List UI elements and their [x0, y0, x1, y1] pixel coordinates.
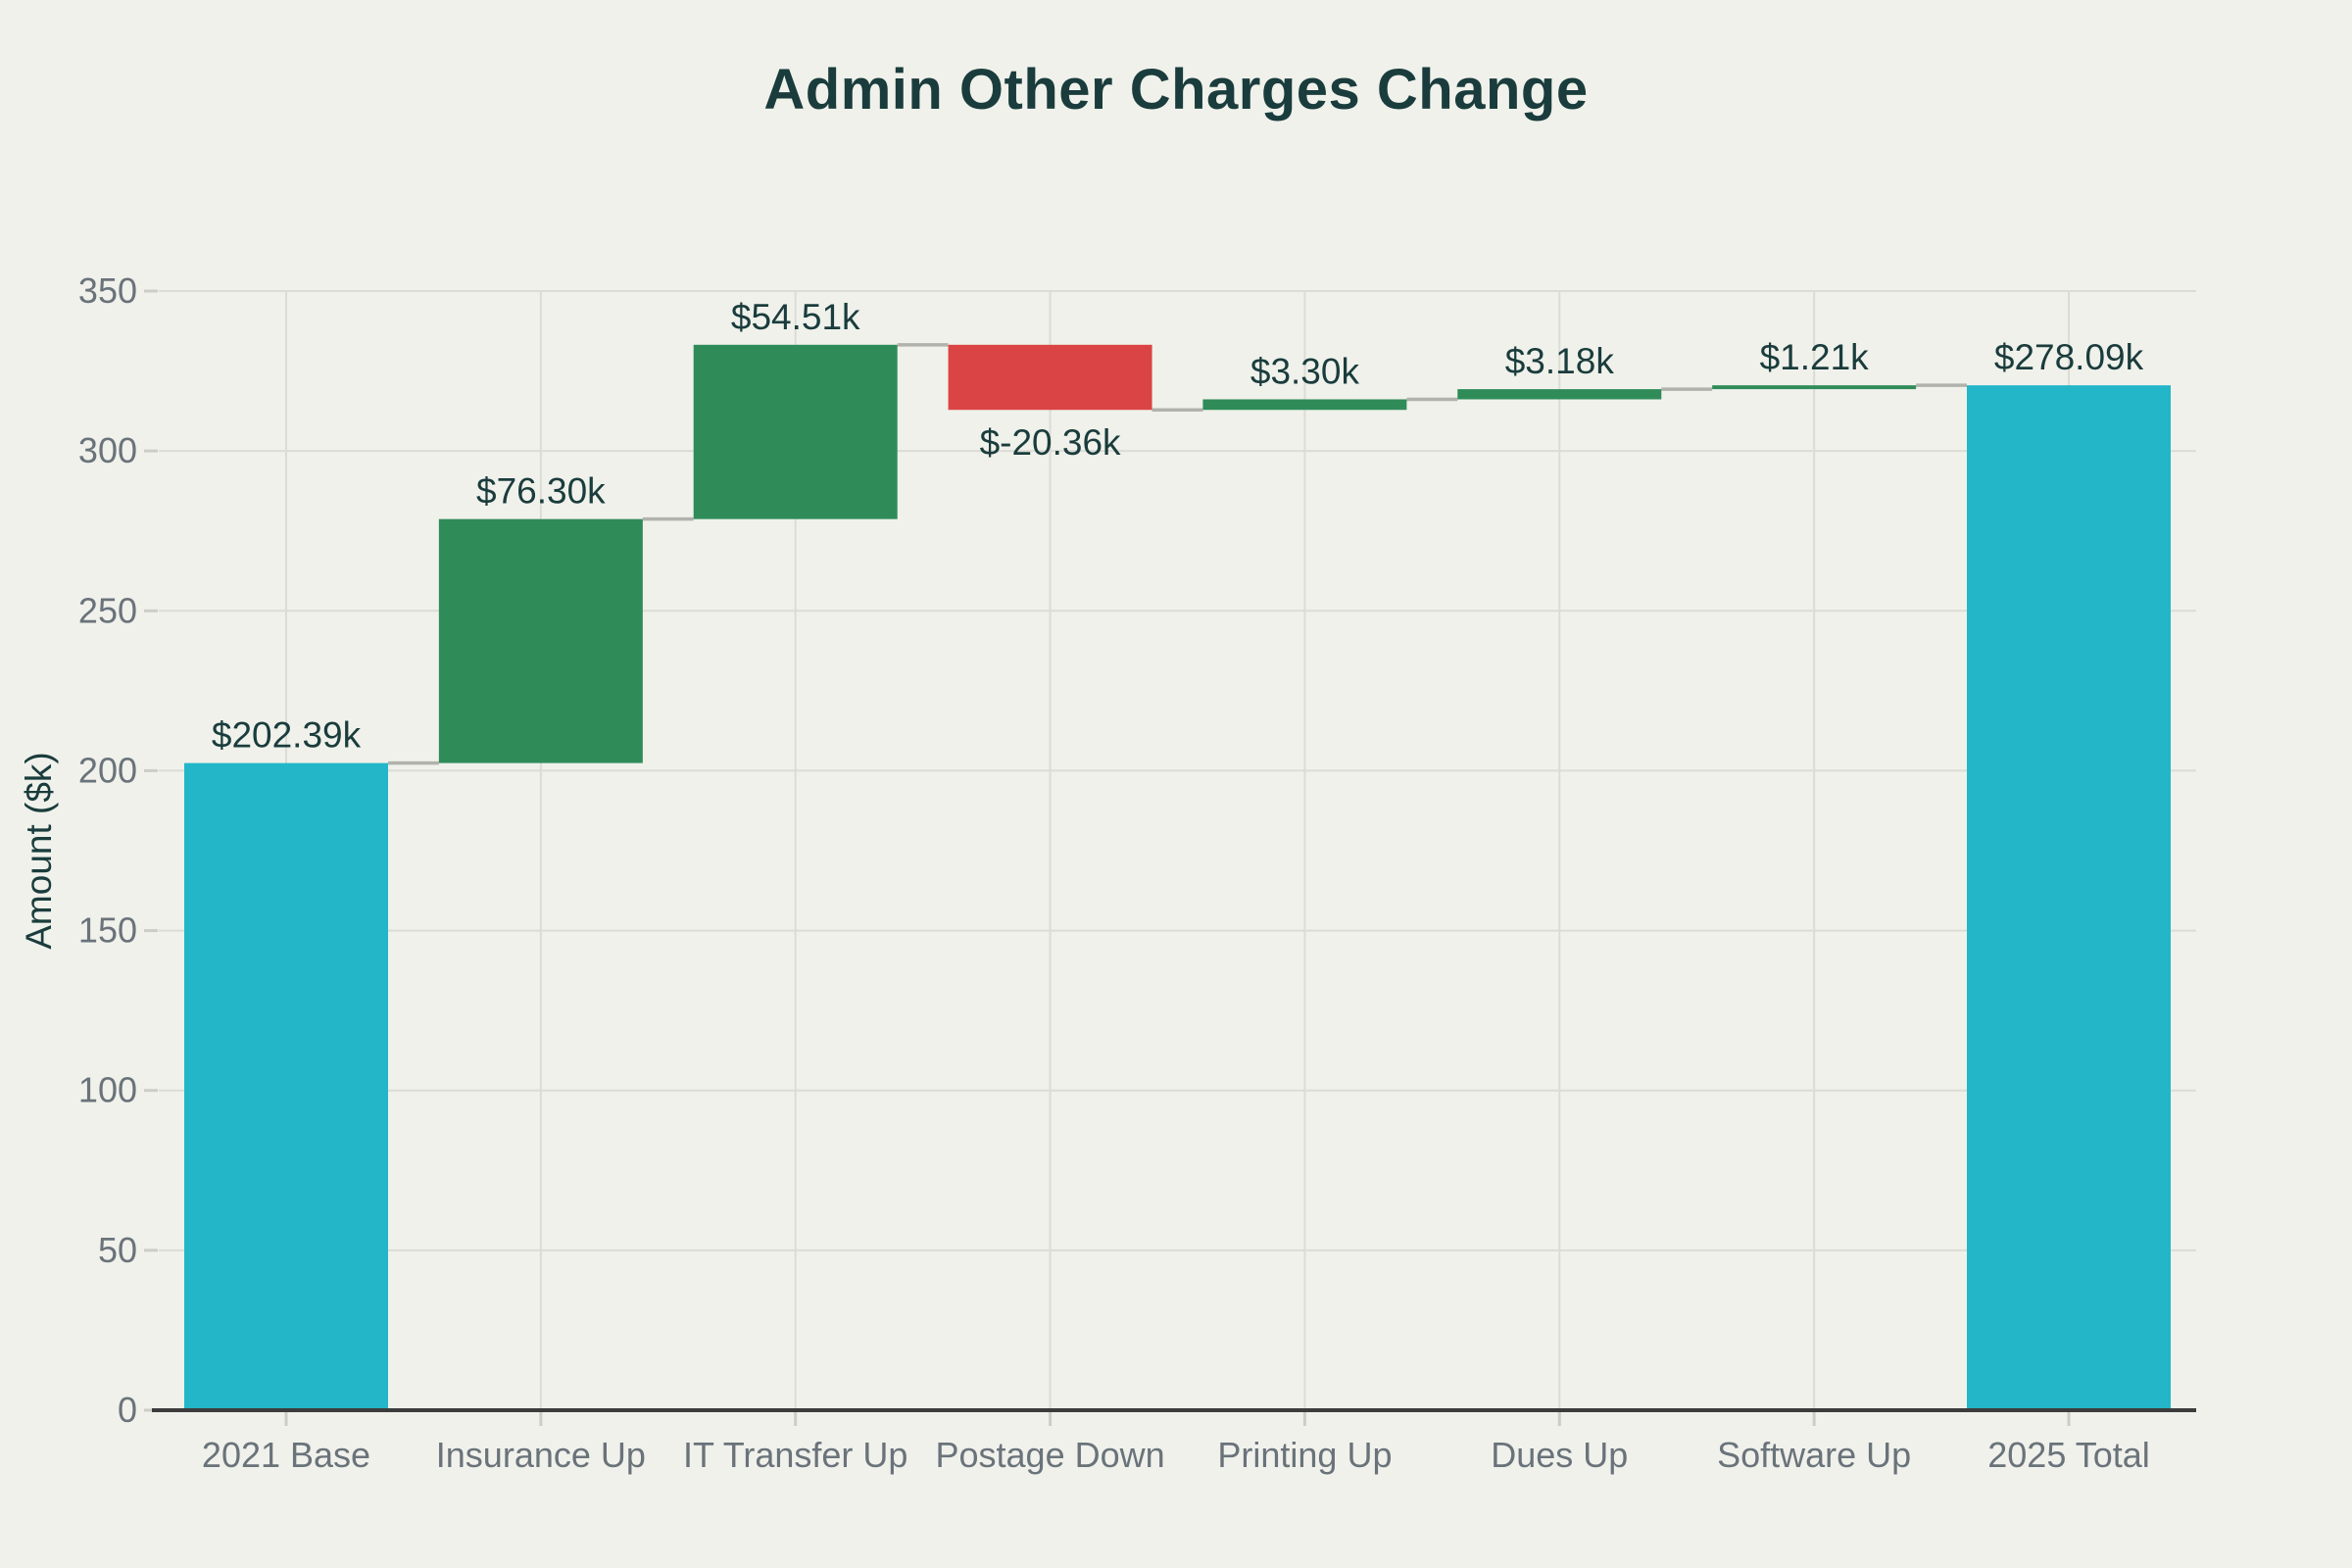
x-category-label: Postage Down [936, 1435, 1165, 1475]
value-label: $76.30k [476, 471, 606, 512]
y-tick-label: 150 [78, 910, 137, 951]
value-label: $3.30k [1250, 351, 1360, 391]
y-tick-label: 350 [78, 270, 137, 311]
y-tick-label: 300 [78, 430, 137, 470]
chart-title: Admin Other Charges Change [763, 58, 1589, 122]
x-category-label: 2021 Base [202, 1435, 370, 1475]
x-category-label: Printing Up [1217, 1435, 1392, 1475]
value-label: $54.51k [731, 297, 860, 337]
waterfall-bar-it-transfer-up [693, 344, 898, 519]
x-category-label: 2025 Total [1987, 1435, 2149, 1475]
y-tick-label: 0 [118, 1390, 137, 1430]
waterfall-bar-postage-down [948, 344, 1152, 411]
value-label: $-20.36k [980, 422, 1121, 463]
y-tick-label: 100 [78, 1070, 137, 1110]
x-category-label: IT Transfer Up [683, 1435, 907, 1475]
y-tick-label: 250 [78, 590, 137, 630]
x-category-label: Insurance Up [436, 1435, 646, 1475]
waterfall-bar-2025-total [1967, 385, 2171, 1411]
value-label: $278.09k [1994, 337, 2144, 377]
value-label: $3.18k [1505, 341, 1615, 381]
waterfall-bar-software-up [1712, 385, 1917, 390]
y-tick-label: 200 [78, 750, 137, 790]
waterfall-bar-2021-base [184, 762, 388, 1410]
y-tick-label: 50 [98, 1230, 137, 1270]
waterfall-bar-insurance-up [438, 518, 643, 763]
waterfall-bar-printing-up [1202, 399, 1407, 411]
y-axis-title: Amount ($k) [19, 752, 59, 950]
value-label: $202.39k [212, 715, 362, 756]
waterfall-bar-dues-up [1457, 389, 1662, 400]
value-label: $1.21k [1760, 337, 1870, 377]
x-category-label: Dues Up [1491, 1435, 1628, 1475]
x-category-label: Software Up [1717, 1435, 1911, 1475]
